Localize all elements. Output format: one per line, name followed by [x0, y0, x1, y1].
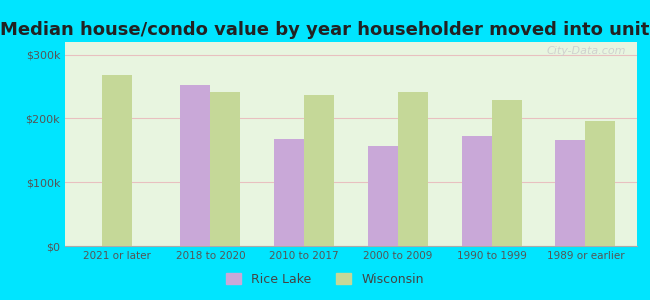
Bar	[491, 100, 522, 246]
Bar	[211, 92, 240, 246]
Text: City-Data.com: City-Data.com	[546, 46, 625, 56]
Text: Median house/condo value by year householder moved into unit: Median house/condo value by year househo…	[0, 21, 650, 39]
Bar	[462, 136, 491, 246]
Bar	[398, 92, 428, 246]
Bar	[586, 121, 616, 246]
Bar	[101, 75, 131, 246]
Bar	[368, 146, 398, 246]
Bar	[304, 95, 334, 246]
Bar	[180, 85, 211, 246]
Bar	[555, 140, 586, 246]
Legend: Rice Lake, Wisconsin: Rice Lake, Wisconsin	[221, 268, 429, 291]
Bar	[274, 139, 304, 246]
